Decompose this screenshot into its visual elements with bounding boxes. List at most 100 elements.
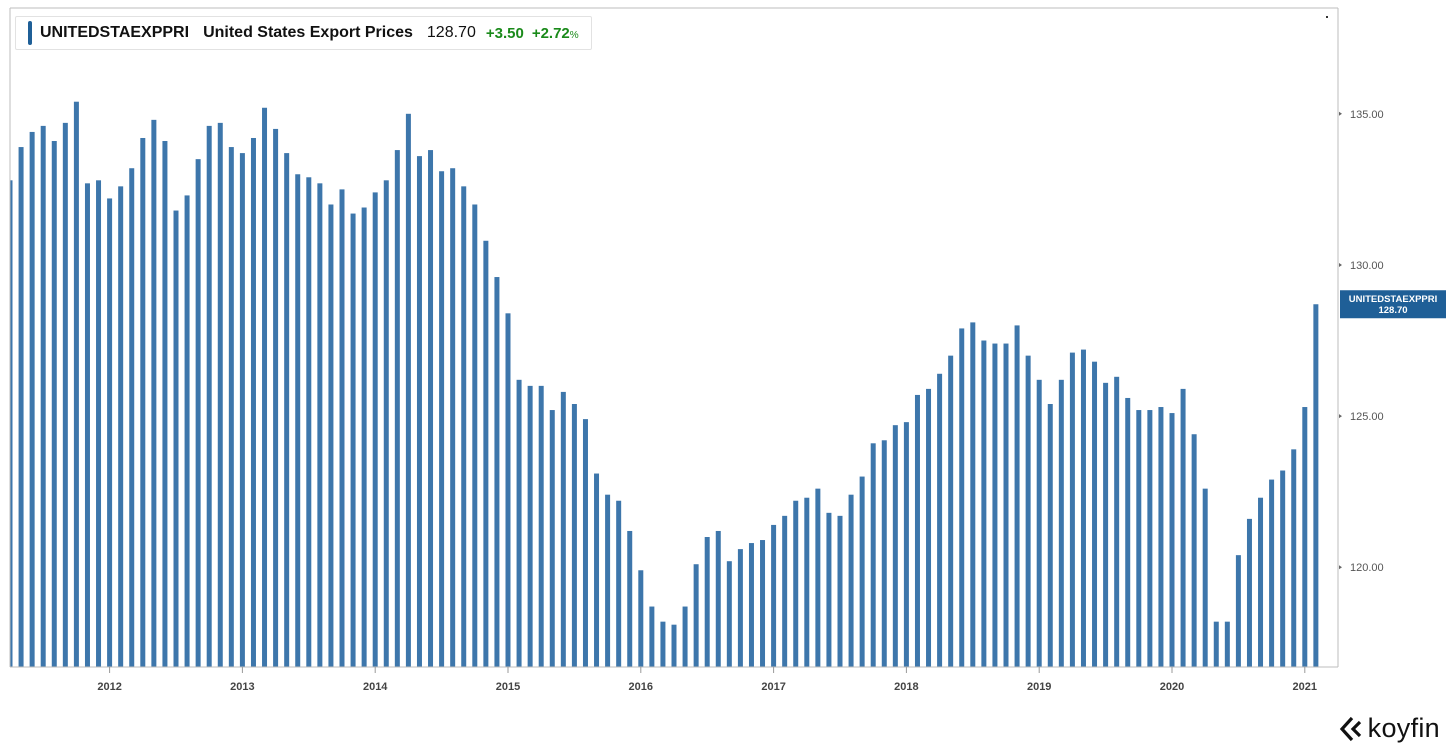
bar[interactable] (228, 147, 234, 667)
bar[interactable] (184, 195, 190, 668)
bar[interactable] (29, 131, 35, 667)
bar[interactable] (1269, 479, 1275, 667)
bar[interactable] (804, 497, 810, 667)
bar[interactable] (649, 606, 655, 667)
bar[interactable] (262, 107, 268, 667)
bar[interactable] (1047, 404, 1053, 667)
chart-menu-dot[interactable] (1326, 16, 1328, 18)
bar[interactable] (1136, 410, 1142, 667)
bar[interactable] (616, 500, 622, 667)
bar[interactable] (881, 440, 887, 667)
bar[interactable] (62, 122, 68, 668)
bar[interactable] (1025, 355, 1031, 667)
bar[interactable] (1202, 488, 1208, 667)
bar[interactable] (129, 168, 135, 667)
bar[interactable] (394, 150, 400, 667)
bar[interactable] (73, 101, 79, 667)
bar[interactable] (848, 494, 854, 667)
bar[interactable] (118, 186, 124, 667)
bar[interactable] (1291, 449, 1297, 667)
bar[interactable] (284, 153, 290, 668)
bar[interactable] (1080, 349, 1086, 667)
bar[interactable] (173, 210, 179, 668)
bar[interactable] (638, 570, 644, 667)
bar[interactable] (1125, 397, 1131, 667)
bar[interactable] (837, 515, 843, 667)
bar[interactable] (494, 277, 500, 667)
bar[interactable] (937, 373, 943, 667)
bar[interactable] (760, 540, 766, 667)
bar[interactable] (737, 549, 743, 667)
bar[interactable] (217, 122, 223, 668)
bar[interactable] (405, 113, 411, 668)
bar[interactable] (361, 207, 367, 667)
bar[interactable] (483, 240, 489, 667)
bar[interactable] (505, 313, 511, 667)
bar[interactable] (582, 419, 588, 667)
bar[interactable] (339, 189, 345, 667)
bar[interactable] (571, 404, 577, 667)
bar[interactable] (1302, 407, 1308, 667)
bar[interactable] (892, 425, 898, 667)
bar[interactable] (549, 410, 555, 667)
bar[interactable] (1313, 304, 1319, 667)
bar[interactable] (107, 198, 113, 667)
bar[interactable] (140, 137, 146, 668)
bar[interactable] (428, 150, 434, 667)
bar[interactable] (826, 512, 832, 667)
bar[interactable] (195, 159, 201, 667)
bar[interactable] (472, 204, 478, 668)
bar[interactable] (250, 137, 256, 668)
bar[interactable] (726, 561, 732, 667)
bar[interactable] (527, 385, 533, 667)
bar[interactable] (1224, 621, 1230, 667)
bar[interactable] (328, 204, 334, 668)
bar[interactable] (416, 156, 422, 667)
bar[interactable] (1147, 410, 1153, 667)
bar[interactable] (151, 119, 157, 668)
bar[interactable] (715, 530, 721, 667)
bar[interactable] (383, 180, 389, 667)
bar[interactable] (981, 340, 987, 667)
bar[interactable] (40, 125, 46, 667)
bar[interactable] (959, 328, 965, 667)
bar[interactable] (1258, 497, 1264, 667)
bar[interactable] (1280, 470, 1286, 667)
bar[interactable] (295, 174, 301, 667)
bar[interactable] (793, 500, 799, 667)
bar[interactable] (560, 391, 566, 667)
bar[interactable] (1014, 325, 1020, 667)
bar[interactable] (926, 388, 932, 667)
bar[interactable] (1180, 388, 1186, 667)
bar[interactable] (771, 524, 777, 667)
bar[interactable] (704, 537, 710, 667)
bar[interactable] (84, 183, 90, 667)
bar[interactable] (948, 355, 954, 667)
bar[interactable] (1235, 555, 1241, 667)
bar[interactable] (51, 141, 57, 667)
bar[interactable] (1092, 361, 1098, 667)
bar[interactable] (859, 476, 865, 667)
bar[interactable] (206, 125, 212, 667)
bar[interactable] (317, 183, 323, 667)
legend-symbol[interactable]: UNITEDSTAEXPPRI (40, 24, 190, 41)
bar[interactable] (970, 322, 976, 667)
bar[interactable] (627, 530, 633, 667)
bar[interactable] (450, 168, 456, 667)
bar[interactable] (439, 171, 445, 668)
bar[interactable] (516, 379, 522, 667)
bar[interactable] (693, 564, 699, 667)
bar[interactable] (1246, 518, 1252, 667)
bar[interactable] (594, 473, 600, 667)
bar[interactable] (96, 180, 102, 667)
bar[interactable] (1158, 407, 1164, 667)
bar[interactable] (239, 153, 245, 668)
bar[interactable] (815, 488, 821, 667)
bar[interactable] (870, 443, 876, 667)
bar[interactable] (605, 494, 611, 667)
bar[interactable] (782, 515, 788, 667)
bar[interactable] (682, 606, 688, 667)
bar[interactable] (1191, 434, 1197, 667)
bar[interactable] (18, 147, 24, 667)
bar[interactable] (461, 186, 467, 667)
